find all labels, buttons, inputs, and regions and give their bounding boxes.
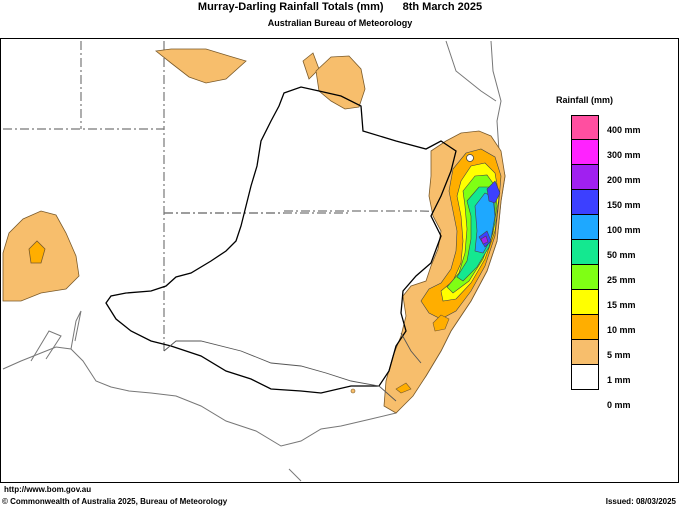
tas-coast bbox=[288, 468, 302, 482]
legend-label: 25 mm bbox=[607, 275, 636, 285]
coastline bbox=[2, 40, 506, 482]
legend-label: 10 mm bbox=[607, 325, 636, 335]
legend-label: 0 mm bbox=[607, 400, 631, 410]
small-rain-patch bbox=[395, 382, 412, 394]
legend-label: 15 mm bbox=[607, 300, 636, 310]
nsw-vic-border bbox=[163, 340, 397, 402]
legend-swatch bbox=[571, 315, 599, 340]
map-title-text: Murray-Darling Rainfall Totals (mm) bbox=[197, 1, 384, 13]
legend-label: 100 mm bbox=[607, 225, 641, 235]
rain-patch-south bbox=[432, 314, 450, 332]
copyright: © Commonwealth of Australia 2025, Bureau… bbox=[2, 497, 228, 506]
small-clear-spot bbox=[466, 154, 474, 162]
gulf-coast bbox=[70, 310, 82, 350]
legend-title: Rainfall (mm) bbox=[556, 95, 614, 105]
legend-swatch bbox=[571, 290, 599, 315]
legend-swatch bbox=[571, 215, 599, 240]
legend-label: 50 mm bbox=[607, 250, 636, 260]
legend-swatch bbox=[571, 265, 599, 290]
rain-200mm bbox=[480, 235, 489, 245]
peninsula-coast bbox=[30, 330, 62, 362]
legend-swatch bbox=[571, 190, 599, 215]
agency-name: Australian Bureau of Meteorology bbox=[267, 18, 413, 28]
coastline-path bbox=[2, 40, 506, 447]
legend-swatch bbox=[571, 240, 599, 265]
legend-label: 5 mm bbox=[607, 350, 631, 360]
basin-boundary bbox=[105, 86, 457, 394]
state-solid-borders bbox=[163, 332, 422, 402]
legend-label: 200 mm bbox=[607, 175, 641, 185]
map-title: Murray-Darling Rainfall Totals (mm) 8th … bbox=[0, 1, 680, 13]
legend-label: 1 mm bbox=[607, 375, 631, 385]
rain-area-north-1 bbox=[155, 48, 247, 84]
map-canvas bbox=[2, 40, 506, 482]
legend-colorbar bbox=[571, 115, 599, 390]
small-rain-spot bbox=[350, 388, 356, 394]
map-date: 8th March 2025 bbox=[402, 1, 483, 13]
legend-swatch bbox=[571, 115, 599, 140]
legend-swatch bbox=[571, 165, 599, 190]
rainfall-areas bbox=[2, 48, 506, 414]
border-seg-2 bbox=[400, 332, 422, 364]
source-url: http://www.bom.gov.au bbox=[4, 485, 92, 494]
heavy-rainfall bbox=[420, 148, 502, 320]
legend-label: 150 mm bbox=[607, 200, 641, 210]
rain-area-west-core bbox=[28, 240, 46, 264]
qld-coast-north bbox=[445, 40, 497, 102]
legend-swatch bbox=[571, 340, 599, 365]
rainfall-map bbox=[0, 38, 679, 483]
legend-swatch bbox=[571, 365, 599, 390]
legend-label: 400 mm bbox=[607, 125, 641, 135]
rain-150mm-north bbox=[486, 180, 501, 204]
issued-date: Issued: 08/03/2025 bbox=[605, 497, 676, 506]
legend-label: 300 mm bbox=[607, 150, 641, 160]
legend-swatch bbox=[571, 140, 599, 165]
rain-area-north-3 bbox=[315, 55, 366, 110]
